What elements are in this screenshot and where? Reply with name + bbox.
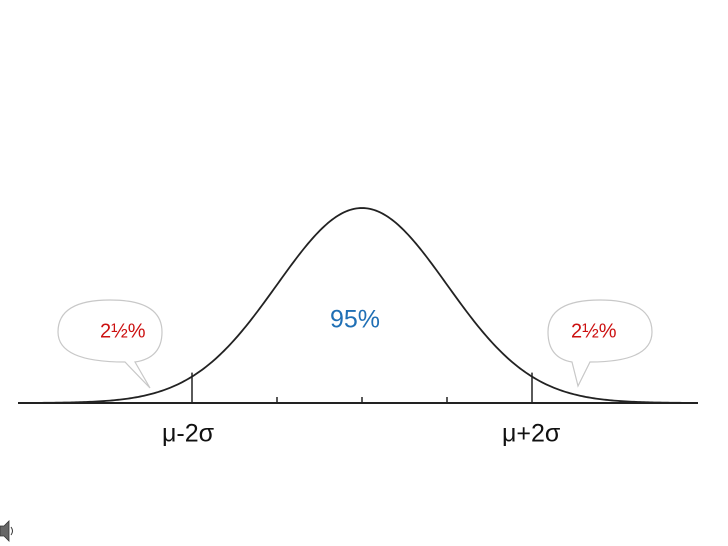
- left-bubble: [57, 299, 163, 389]
- axis-label: μ+2σ: [502, 420, 561, 448]
- axis-label: μ-2σ: [162, 420, 215, 448]
- speaker-icon[interactable]: [0, 520, 13, 542]
- bell-curve: [17, 207, 699, 404]
- right-tail-label: 2½%: [571, 320, 617, 342]
- left-tail-label: 2½%: [100, 320, 146, 342]
- ticks: [191, 372, 533, 403]
- right-bubble: [547, 299, 653, 388]
- center-label: 95%: [330, 306, 380, 334]
